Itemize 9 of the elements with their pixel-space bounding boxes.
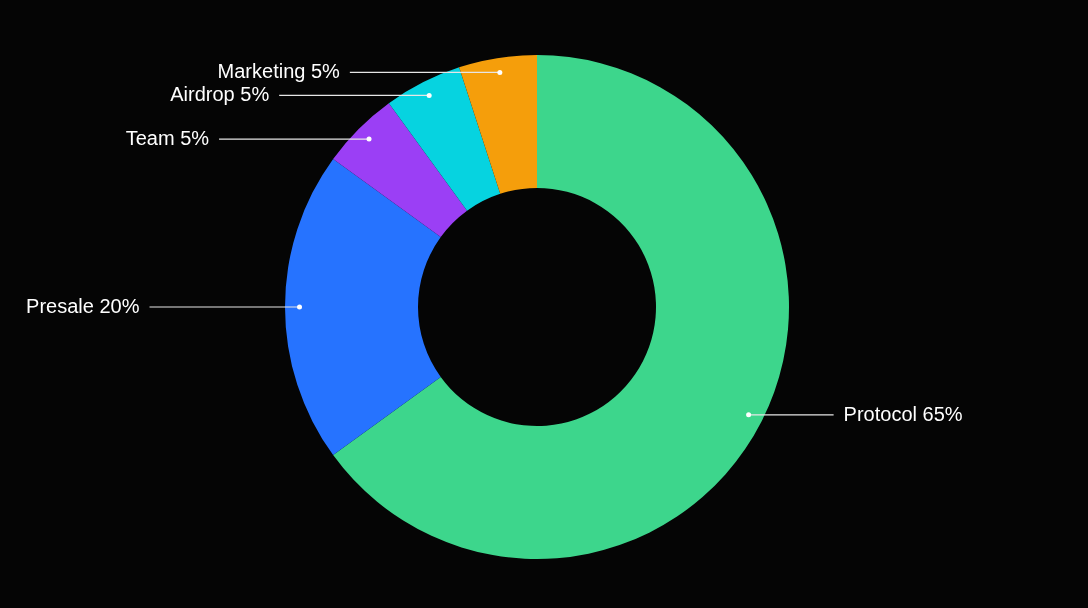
slice-label: Presale 20% <box>26 295 140 317</box>
slice-label: Protocol 65% <box>843 402 963 425</box>
slice-label: Team 5% <box>125 127 210 150</box>
donut-slice <box>459 55 537 194</box>
donut-slice <box>285 158 441 456</box>
donut-slice <box>388 67 501 211</box>
slice-label: Airdrop 5% <box>170 83 270 106</box>
slice-label: Marketing 5% <box>217 60 341 83</box>
donut-slice <box>333 103 468 238</box>
